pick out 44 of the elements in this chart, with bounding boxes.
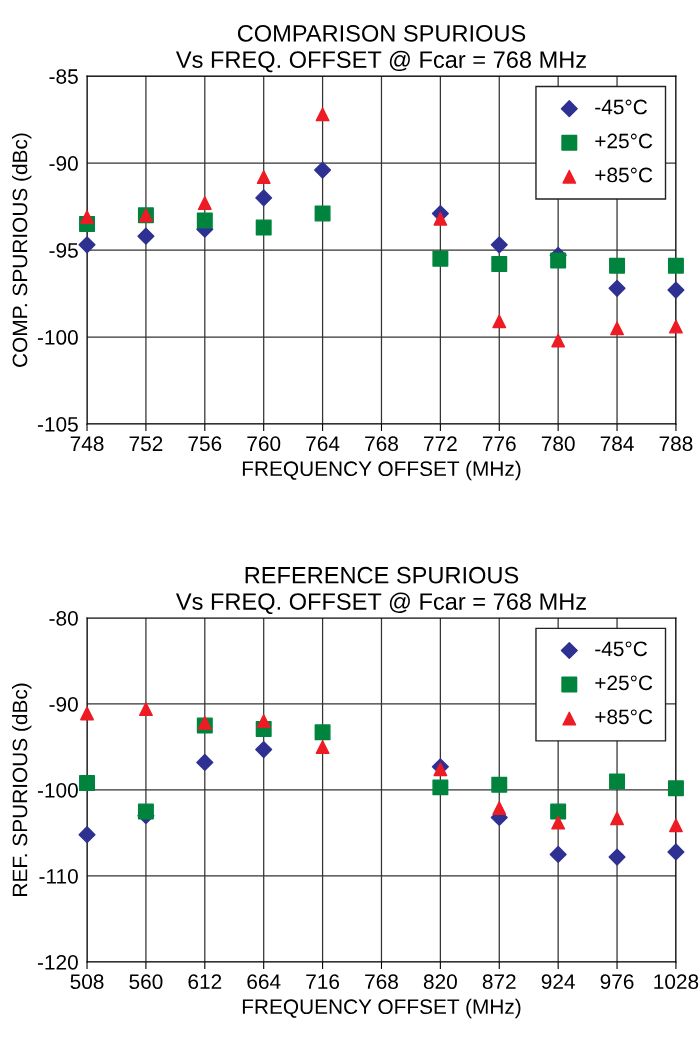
y-tick-label: -95 (49, 243, 78, 258)
y-tick-label: -100 (37, 330, 78, 345)
legend-label: +85°C (595, 167, 653, 183)
y-tick-label: -120 (37, 954, 78, 970)
y-tick-label: -90 (49, 156, 78, 171)
x-tick-label: 976 (600, 974, 634, 990)
x-tick-label: 764 (306, 436, 340, 452)
x-tick-label: 1028 (654, 974, 699, 990)
y-tick-label: -110 (39, 868, 78, 884)
x-tick-label: 716 (306, 974, 340, 990)
x-tick-label: 772 (424, 436, 457, 451)
legend-label: +25°C (595, 675, 653, 691)
legend-label: -45°C (595, 99, 647, 115)
x-tick-label: 612 (188, 974, 222, 990)
y-tick-label: -85 (49, 69, 78, 84)
chart-title: COMPARISON SPURIOUS Vs FREQ. OFFSET @ Fcar = 768 MHz (175, 25, 586, 73)
x-tick-label: 776 (482, 436, 516, 452)
x-tick-label: 780 (541, 436, 575, 452)
x-tick-label: 748 (70, 436, 104, 452)
y-tick-label: -100 (37, 782, 78, 798)
legend-label: -45°C (595, 641, 647, 657)
y-axis-title: COMP. SPURIOUS (dBc) (12, 133, 32, 367)
x-axis-title: FREQUENCY OFFSET (MHz) (242, 460, 521, 481)
x-tick-label: 768 (365, 436, 398, 452)
legend-label: +85°C (595, 709, 653, 725)
y-tick-label: -105 (37, 416, 78, 432)
x-tick-label: 872 (482, 974, 516, 990)
x-tick-label: 756 (188, 436, 222, 452)
x-tick-label: 664 (247, 974, 281, 990)
x-tick-label: 924 (541, 974, 575, 990)
x-tick-label: 768 (365, 974, 398, 990)
x-tick-label: 820 (423, 974, 457, 990)
x-tick-label: 508 (70, 974, 104, 990)
x-tick-label: 760 (247, 436, 281, 452)
x-tick-label: 752 (129, 436, 163, 452)
y-axis-title: REF. SPURIOUS (dBc) (12, 683, 32, 896)
x-tick-label: 560 (129, 974, 163, 990)
x-axis-title: FREQUENCY OFFSET (MHz) (242, 998, 521, 1019)
y-tick-label: -90 (49, 696, 78, 712)
x-tick-label: 784 (600, 436, 634, 452)
y-tick-label: -80 (49, 610, 78, 626)
x-tick-label: 788 (659, 436, 693, 452)
legend-label: +25°C (595, 133, 653, 149)
chart-title: REFERENCE SPURIOUS Vs FREQ. OFFSET @ Fcar = 768 MHz (175, 566, 586, 615)
